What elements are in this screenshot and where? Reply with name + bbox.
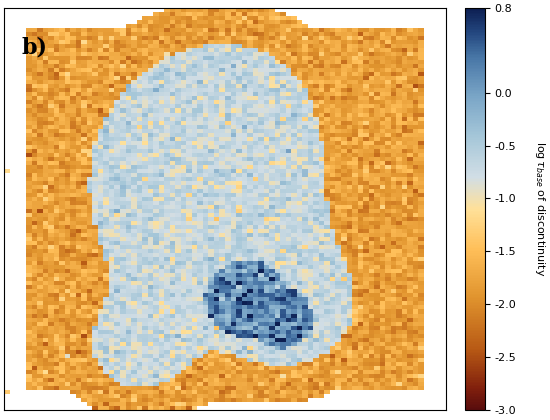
Text: b): b) bbox=[22, 36, 48, 58]
Y-axis label: $\log\tau_{base}$ of discontinuity: $\log\tau_{base}$ of discontinuity bbox=[533, 142, 547, 277]
